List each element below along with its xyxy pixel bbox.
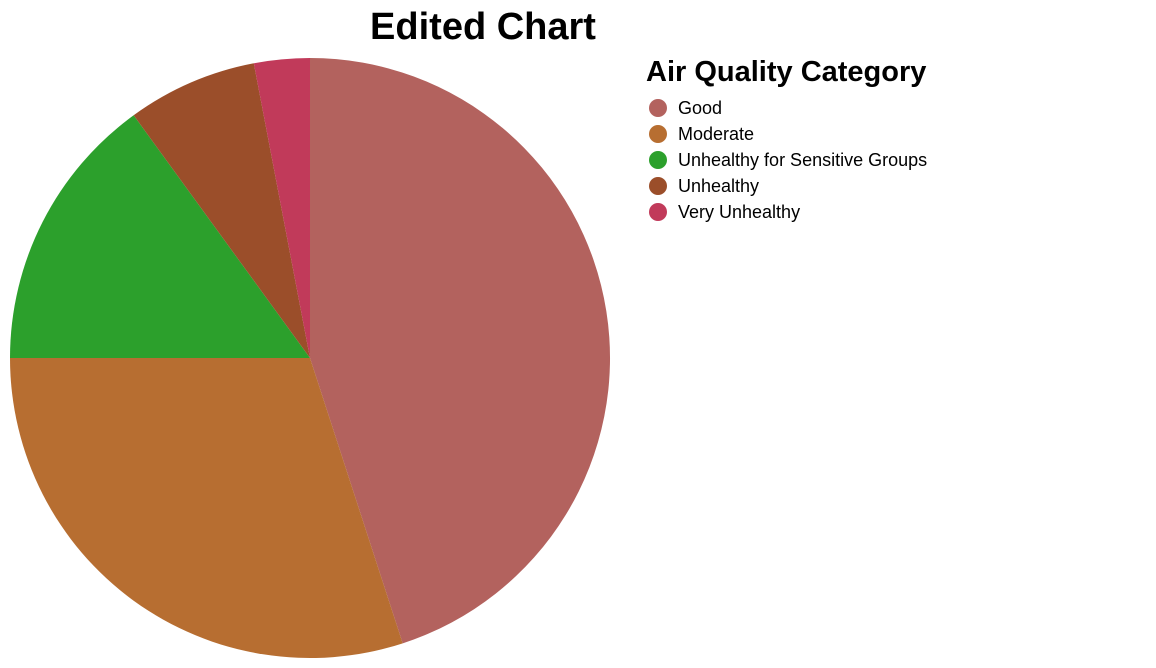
legend-label: Moderate [678, 123, 755, 144]
legend-item: Unhealthy [649, 173, 927, 199]
chart-title: Edited Chart [370, 6, 596, 48]
pie-slices [9, 58, 611, 659]
legend-item: Very Unhealthy [649, 199, 927, 225]
legend-swatch [649, 151, 667, 169]
legend-swatch [649, 125, 667, 143]
legend-label: Unhealthy for Sensitive Groups [678, 149, 928, 170]
legend-label: Very Unhealthy [678, 201, 801, 222]
legend-item: Moderate [649, 121, 927, 147]
pie-slice-very-unhealthy [253, 58, 310, 358]
legend-swatch [649, 203, 667, 221]
legend-swatch [649, 99, 667, 117]
legend-item: Good [649, 95, 927, 121]
legend-item: Unhealthy for Sensitive Groups [649, 147, 927, 173]
legend-title: Air Quality Category [646, 56, 927, 88]
legend-items: Good Moderate Unhealthy for Sensitive Grou… [646, 95, 927, 225]
legend-label: Unhealthy [678, 175, 760, 196]
legend-label: Good [678, 97, 723, 118]
legend-swatch [649, 177, 667, 195]
pie-slice-good [310, 58, 611, 644]
pie-slice-unhealthy-for-sensitive-groups [9, 115, 310, 358]
legend: Air Quality Category Good Moderate Unhealt… [646, 56, 927, 225]
pie-slice-moderate [9, 358, 403, 659]
pie-slice-unhealthy [133, 63, 310, 359]
